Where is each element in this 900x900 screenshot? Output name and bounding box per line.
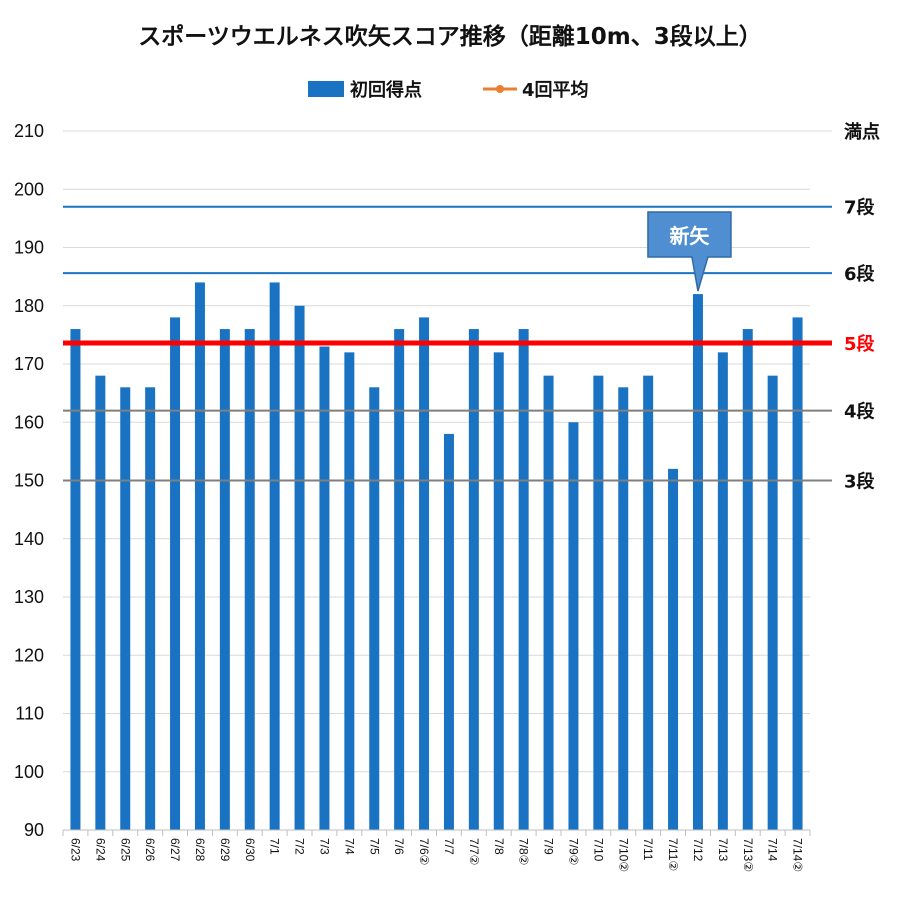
y-tick-label: 140 — [14, 529, 44, 549]
reference-label-満点: 満点 — [844, 121, 880, 143]
x-tick-label: 7/6② — [417, 838, 431, 865]
new-arrow-callout: 新矢 — [647, 211, 732, 292]
bar-7/2 — [294, 305, 305, 830]
y-tick-label: 120 — [14, 645, 44, 665]
x-tick-label: 6/24 — [93, 838, 107, 862]
x-tick-label: 7/2 — [293, 838, 307, 855]
x-tick-label: 6/25 — [118, 838, 132, 862]
bar-6/24 — [95, 375, 106, 830]
legend-swatch-marker — [496, 85, 504, 93]
x-tick-label: 7/12 — [691, 838, 705, 862]
y-tick-label: 190 — [14, 238, 44, 258]
reference-label-3段: 3段 — [844, 471, 876, 493]
bar-7/9 — [543, 375, 554, 830]
x-tick-label: 7/6 — [392, 838, 406, 855]
y-tick-label: 130 — [14, 587, 44, 607]
bar-6/27 — [170, 317, 181, 830]
legend-label-average: 4回平均 — [522, 79, 589, 101]
x-tick-label: 7/5 — [367, 838, 381, 855]
x-tick-label: 7/8② — [517, 838, 531, 865]
bars — [70, 282, 803, 831]
y-tick-label: 210 — [14, 121, 44, 141]
x-tick-label: 7/14② — [791, 838, 805, 872]
bar-7/6 — [394, 329, 405, 830]
y-tick-label: 150 — [14, 471, 44, 491]
x-tick-label: 7/11② — [666, 838, 680, 871]
x-tick-label: 6/30 — [243, 838, 257, 862]
bar-7/13② — [742, 329, 753, 830]
bar-7/14② — [792, 317, 803, 830]
bar-6/30 — [244, 329, 255, 830]
x-tick-label: 7/14 — [766, 838, 780, 862]
bar-7/8② — [518, 329, 529, 830]
bar-7/8 — [493, 352, 504, 830]
bar-7/11② — [668, 468, 679, 830]
x-tick-label: 7/9 — [542, 838, 556, 855]
x-tick-label: 7/13 — [716, 838, 730, 862]
x-tick-label: 7/10② — [616, 838, 630, 872]
bar-7/10 — [593, 375, 604, 830]
callout-bubble — [647, 211, 732, 292]
chart-title: スポーツウエルネス吹矢スコア推移（距離10m、3段以上） — [138, 23, 762, 50]
bar-6/29 — [219, 329, 230, 830]
reference-label-4段: 4段 — [844, 401, 876, 423]
y-tick-label: 90 — [24, 820, 44, 840]
bar-7/14 — [767, 375, 778, 830]
bar-7/7② — [468, 329, 479, 830]
x-axis — [62, 829, 811, 836]
bar-7/5 — [369, 387, 380, 830]
reference-label-7段: 7段 — [844, 197, 876, 219]
bar-7/13 — [717, 352, 728, 830]
bar-7/6② — [419, 317, 430, 830]
callout-text: 新矢 — [669, 224, 710, 248]
x-tick-label: 7/10 — [591, 838, 605, 862]
reference-label-6段: 6段 — [844, 263, 876, 285]
x-tick-label: 6/27 — [168, 838, 182, 862]
bar-7/12 — [692, 294, 703, 831]
y-tick-label: 180 — [14, 296, 44, 316]
x-axis-ticks: 6/23 6/24 6/25 6/26 6/27 6/28 6/29 6/30 7/1 7/2 7/… — [68, 838, 804, 872]
legend-label-first-score: 初回得点 — [350, 79, 422, 101]
bar-6/26 — [145, 387, 156, 830]
reference-label-5段: 5段 — [844, 333, 876, 355]
y-tick-label: 170 — [14, 354, 44, 374]
x-tick-label: 7/4 — [342, 838, 356, 855]
bar-7/1 — [269, 282, 280, 830]
x-tick-label: 7/8 — [492, 838, 506, 855]
bar-6/23 — [70, 329, 81, 830]
x-tick-label: 7/11 — [641, 838, 655, 861]
bar-7/11 — [643, 375, 654, 830]
legend: 初回得点 4回平均 — [308, 79, 589, 101]
bar-7/9② — [568, 422, 579, 830]
y-tick-label: 160 — [14, 412, 44, 432]
x-tick-label: 7/13② — [741, 838, 755, 872]
y-tick-label: 110 — [15, 704, 44, 724]
bar-7/3 — [319, 346, 330, 830]
x-tick-label: 7/3 — [317, 838, 331, 855]
x-tick-label: 7/7② — [467, 838, 481, 865]
x-tick-label: 7/9② — [566, 838, 580, 865]
x-tick-label: 6/29 — [218, 838, 232, 862]
x-tick-label: 7/1 — [268, 838, 282, 855]
bar-7/10② — [618, 387, 629, 830]
legend-swatch-bar — [308, 81, 344, 97]
bar-6/25 — [120, 387, 131, 830]
x-tick-label: 6/26 — [143, 838, 157, 862]
bar-6/28 — [194, 282, 205, 830]
bar-7/4 — [344, 352, 355, 830]
y-axis-ticks: 90 100 110 120 130 140 150 160 170 180 190 200 210 — [14, 121, 44, 840]
y-tick-label: 200 — [14, 179, 44, 199]
bar-7/7 — [443, 433, 454, 830]
x-tick-label: 6/23 — [68, 838, 82, 862]
y-tick-label: 100 — [14, 762, 44, 782]
x-tick-label: 7/7 — [442, 838, 456, 855]
x-tick-label: 6/28 — [193, 838, 207, 862]
